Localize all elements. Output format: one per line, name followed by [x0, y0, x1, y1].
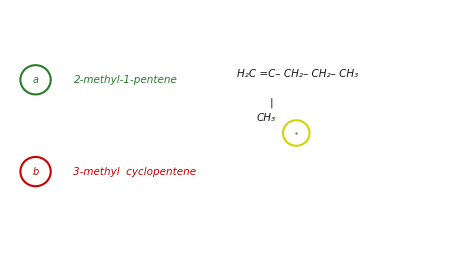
Text: H₂C =C– CH₂– CH₂– CH₃: H₂C =C– CH₂– CH₂– CH₃ — [237, 69, 358, 80]
Text: |: | — [270, 97, 273, 108]
Text: 2-methyl-1-pentene: 2-methyl-1-pentene — [73, 75, 177, 85]
Text: b: b — [32, 167, 39, 177]
Text: 3-methyl  cyclopentene: 3-methyl cyclopentene — [73, 167, 197, 177]
Text: CH₃: CH₃ — [257, 113, 276, 123]
Text: a: a — [33, 75, 38, 85]
